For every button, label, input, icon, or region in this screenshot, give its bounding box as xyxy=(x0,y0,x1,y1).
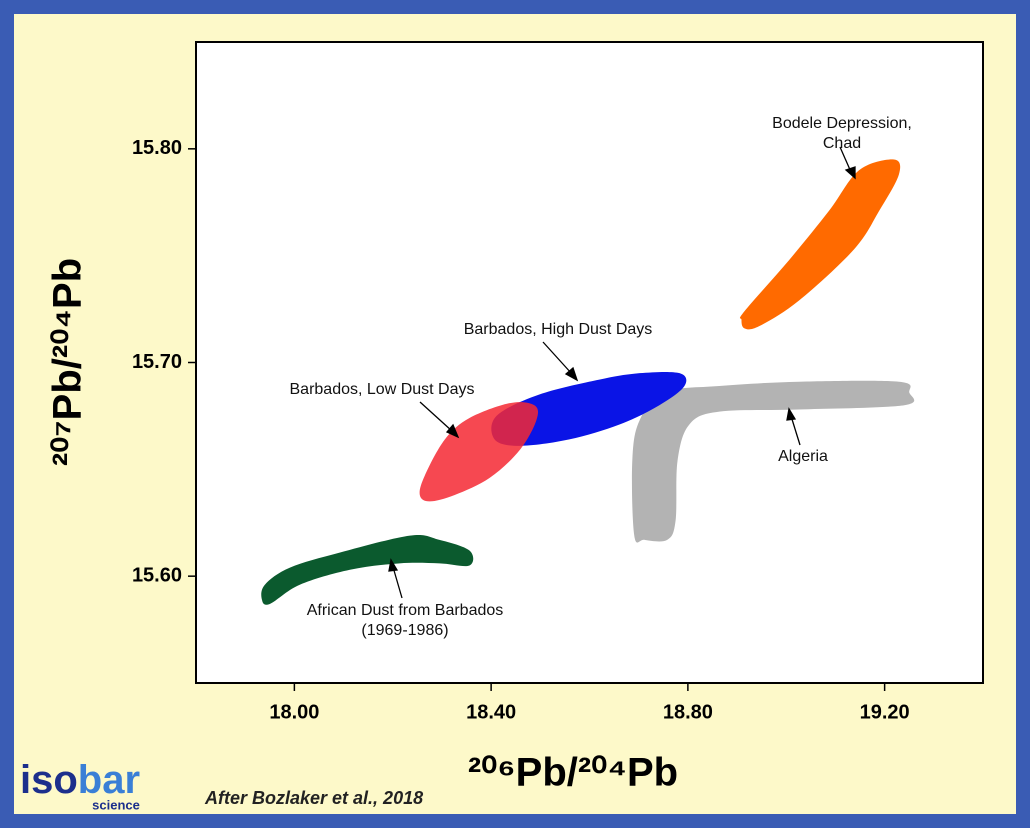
logo: isobar xyxy=(20,758,140,802)
region-label: Barbados, High Dust Days xyxy=(463,321,653,338)
region-label: African Dust from Barbados (1969-1986) xyxy=(306,602,504,639)
y-tick-label: 15.80 xyxy=(132,137,182,159)
x-tick-label: 18.00 xyxy=(269,701,319,723)
region-label: Bodele Depression, Chad xyxy=(772,115,912,152)
x-tick-label: 19.20 xyxy=(860,701,910,723)
region-label: Algeria xyxy=(778,448,828,465)
plot-area xyxy=(195,41,984,684)
y-tick-label: 15.70 xyxy=(132,351,182,373)
arrows xyxy=(388,146,856,599)
y-axis-title: ²⁰⁷Pb/²⁰⁴Pb xyxy=(46,258,90,466)
x-tick-label: 18.40 xyxy=(466,701,516,723)
region xyxy=(419,402,539,502)
y-tick-label: 15.60 xyxy=(132,564,182,586)
x-axis-title: ²⁰⁶Pb/²⁰⁴Pb xyxy=(468,751,678,795)
region xyxy=(739,159,901,330)
logo-part: iso xyxy=(20,758,78,802)
region xyxy=(491,371,687,446)
region-label: Barbados, Low Dust Days xyxy=(289,381,475,398)
logo-sub: science xyxy=(92,797,140,812)
region xyxy=(261,534,474,605)
logo-part: bar xyxy=(78,758,140,802)
source-note: After Bozlaker et al., 2018 xyxy=(204,788,423,808)
x-tick-label: 18.80 xyxy=(663,701,713,723)
